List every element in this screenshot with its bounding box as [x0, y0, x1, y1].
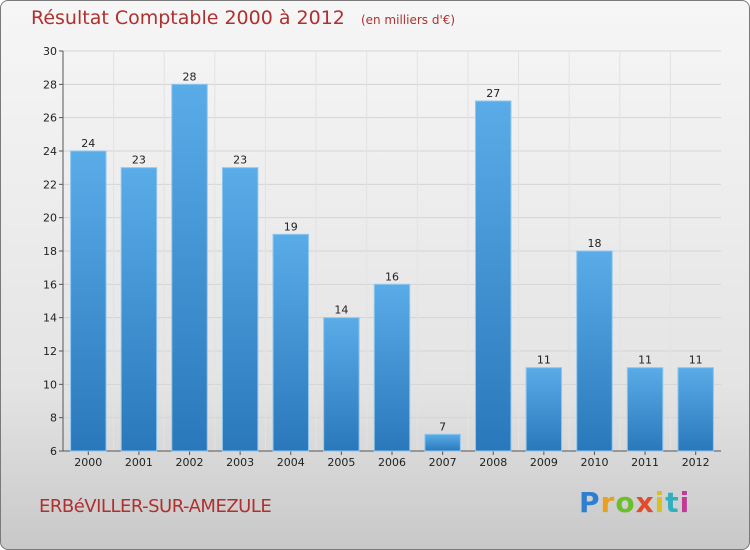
x-tick-label: 2007	[429, 456, 457, 469]
logo-letter: o	[615, 486, 636, 519]
logo-letter: x	[635, 486, 655, 519]
data-label: 23	[132, 154, 146, 167]
bar	[576, 250, 613, 452]
data-label: 23	[233, 154, 247, 167]
logo-letter: P	[579, 486, 601, 519]
y-tick-label: 22	[43, 178, 57, 191]
bar	[475, 100, 512, 452]
data-label: 19	[284, 220, 298, 233]
y-tick-label: 18	[43, 245, 57, 258]
chart-subtitle: (en milliers d'€)	[360, 13, 456, 27]
y-tick-label: 28	[43, 78, 57, 91]
data-label: 14	[334, 304, 348, 317]
proxiti-logo: Proxiti	[579, 486, 690, 519]
x-tick-label: 2006	[378, 456, 406, 469]
x-tick-label: 2008	[479, 456, 507, 469]
data-label: 16	[385, 270, 399, 283]
bar	[424, 433, 461, 452]
y-tick-label: 26	[43, 112, 57, 125]
bar	[626, 367, 664, 452]
place-name: ERBéVILLER-SUR-AMEZULE	[39, 496, 272, 517]
y-tick-label: 30	[43, 45, 57, 58]
bars	[70, 83, 714, 452]
data-label: 11	[638, 354, 652, 367]
x-tick-label: 2011	[631, 456, 659, 469]
bar	[70, 150, 107, 452]
bar	[221, 167, 259, 452]
x-tick-label: 2010	[580, 456, 608, 469]
x-tick-label: 2005	[327, 456, 355, 469]
bar	[677, 367, 714, 452]
y-tick-label: 10	[43, 378, 57, 391]
x-tick-label: 2000	[74, 456, 102, 469]
bar	[120, 167, 158, 452]
data-label: 24	[81, 137, 95, 150]
bar	[272, 233, 309, 452]
x-tick-label: 2002	[176, 456, 204, 469]
data-label: 27	[486, 87, 500, 100]
labels: 6 8 10 12 14 16 18 20 22 24 26 28 30 24 2000 23 2001 28 20…	[43, 45, 710, 469]
data-label: 11	[689, 354, 703, 367]
y-tick-label: 14	[43, 312, 57, 325]
bar	[323, 317, 360, 452]
bar	[373, 283, 411, 452]
logo-letter: r	[600, 486, 616, 519]
y-tick-label: 6	[50, 445, 57, 458]
data-label: 7	[439, 420, 446, 433]
y-tick-label: 8	[50, 412, 57, 425]
y-tick-label: 20	[43, 212, 57, 225]
data-label: 28	[183, 70, 197, 83]
x-tick-label: 2003	[226, 456, 254, 469]
y-tick-label: 12	[43, 345, 57, 358]
x-tick-label: 2004	[277, 456, 305, 469]
logo-letter: t	[665, 486, 680, 519]
bar	[525, 367, 563, 452]
y-tick-label: 16	[43, 278, 57, 291]
chart-title: Résultat Comptable 2000 à 2012 (en milli…	[31, 7, 455, 29]
logo-letter: i	[654, 486, 666, 519]
x-tick-label: 2012	[682, 456, 710, 469]
y-tick-label: 24	[43, 145, 57, 158]
x-tick-label: 2009	[530, 456, 558, 469]
x-tick-label: 2001	[125, 456, 153, 469]
data-label: 18	[587, 237, 601, 250]
chart-title-text: Résultat Comptable 2000 à 2012	[31, 7, 345, 29]
bar	[171, 83, 208, 452]
data-label: 11	[537, 354, 551, 367]
logo-letter: i	[679, 486, 691, 519]
